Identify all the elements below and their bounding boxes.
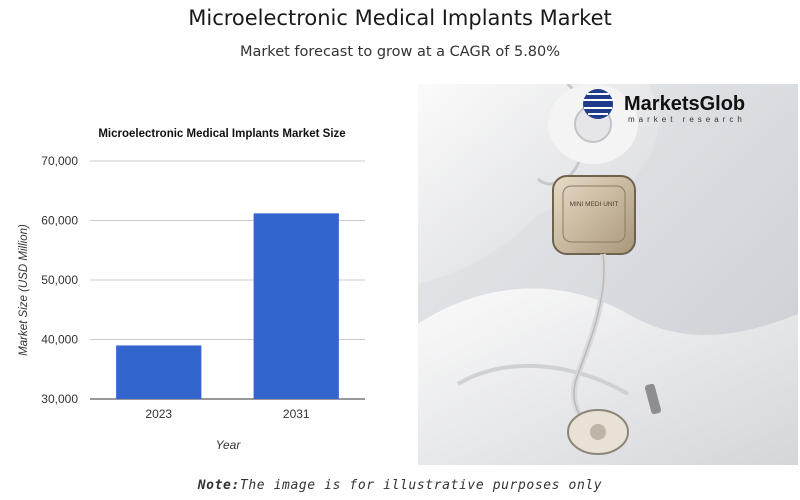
logo-name: MarketsGlob: [624, 93, 745, 115]
implant-illustration: MINI MEDI UNIT MarketsGlob market resear…: [418, 84, 798, 465]
globe-icon: [583, 89, 613, 119]
y-tick-label: 40,000: [41, 333, 78, 347]
y-tick-label: 60,000: [41, 214, 78, 228]
note-text: The image is for illustrative purposes o…: [239, 478, 603, 493]
markets-glob-logo: MarketsGlob market research: [583, 89, 746, 124]
image-note: Note:The image is for illustrative purpo…: [0, 478, 800, 493]
chart-title: Microelectronic Medical Implants Market …: [98, 128, 345, 140]
y-tick-label: 70,000: [41, 154, 78, 168]
chart-svg: Microelectronic Medical Implants Market …: [18, 128, 365, 452]
y-tick-label: 50,000: [41, 273, 78, 287]
logo-tagline: market research: [628, 115, 746, 124]
x-tick-label: 2031: [283, 407, 310, 421]
product-photo: MINI MEDI UNIT MarketsGlob market resear…: [418, 84, 798, 465]
note-label: Note:: [197, 478, 240, 493]
bar-2023: [116, 345, 202, 399]
bar-chart: Microelectronic Medical Implants Market …: [0, 110, 405, 470]
x-tick-label: 2023: [145, 407, 172, 421]
x-axis-label: Year: [216, 438, 242, 452]
page-title: Microelectronic Medical Implants Market: [188, 6, 612, 30]
y-axis-label: Market Size (USD Million): [18, 224, 30, 356]
y-tick-label: 30,000: [41, 392, 78, 406]
device-label: MINI MEDI UNIT: [570, 201, 619, 208]
bar-2031: [253, 213, 339, 399]
page-subtitle: Market forecast to grow at a CAGR of 5.8…: [239, 44, 561, 60]
